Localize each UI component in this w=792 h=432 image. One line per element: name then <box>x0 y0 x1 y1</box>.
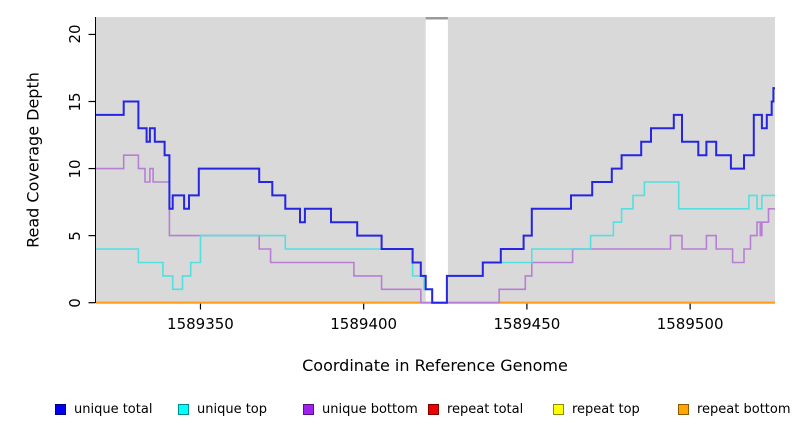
legend-swatch-icon <box>428 403 439 415</box>
legend-swatch-icon <box>678 403 689 415</box>
legend-label: unique bottom <box>322 401 418 417</box>
coverage-gap-cap <box>425 17 448 20</box>
legend-swatch-icon <box>55 403 66 415</box>
series-unique-bottom <box>96 154 775 304</box>
y-tick-label: 5 <box>66 230 84 241</box>
legend-swatch-icon <box>178 403 189 415</box>
legend-item-unique-top: unique top <box>178 401 267 417</box>
legend-swatch-icon <box>553 403 564 415</box>
coverage-gap-region <box>425 17 448 303</box>
x-tick-label: 1589350 <box>167 315 234 333</box>
x-tick-label: 1589400 <box>330 315 398 333</box>
series-unique-total <box>96 87 775 304</box>
legend-label: repeat total <box>447 401 524 417</box>
y-axis-title: Read Coverage Depth <box>23 72 43 248</box>
x-tick-label: 1589450 <box>493 315 561 333</box>
legend-label: unique top <box>197 401 268 417</box>
x-axis-title: Coordinate in Reference Genome <box>302 356 568 375</box>
y-tick-label: 20 <box>66 24 84 44</box>
legend: unique total unique top unique bottom repea… <box>0 401 792 423</box>
x-tick-label: 1589500 <box>656 315 724 333</box>
y-tick-label: 10 <box>66 159 84 179</box>
y-tick-label: 15 <box>66 91 84 112</box>
legend-label: repeat top <box>572 401 640 417</box>
legend-item-unique-bottom: unique bottom <box>303 401 418 417</box>
legend-item-repeat-bottom: repeat bottom <box>678 401 791 417</box>
legend-label: unique total <box>74 401 153 417</box>
legend-item-repeat-top: repeat top <box>553 401 640 417</box>
y-tick-label: 0 <box>66 297 84 308</box>
legend-swatch-icon <box>303 403 314 415</box>
legend-item-unique-total: unique total <box>55 401 152 417</box>
legend-item-repeat-total: repeat total <box>428 401 523 417</box>
legend-label: repeat bottom <box>697 401 791 417</box>
